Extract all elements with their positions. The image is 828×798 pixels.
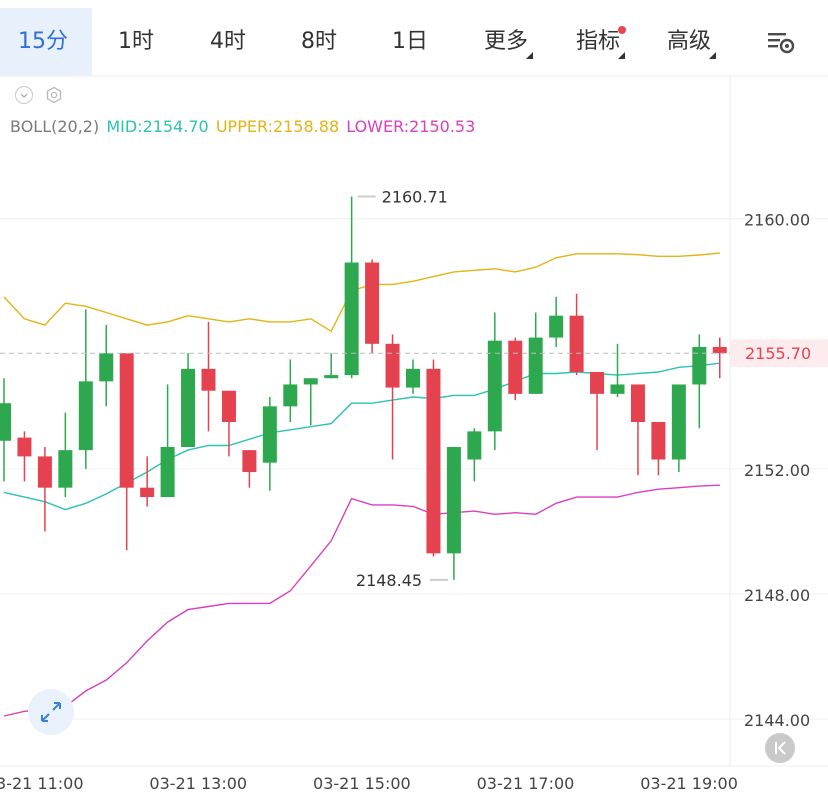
tab-0[interactable]: 15分 xyxy=(0,8,92,76)
skip-to-end-icon xyxy=(775,741,786,755)
chart-settings-icon[interactable] xyxy=(766,22,796,62)
tab-7[interactable]: 高级 xyxy=(641,8,731,76)
candle-up xyxy=(0,403,11,441)
y-tick-label: 2148.00 xyxy=(744,586,810,605)
boll-upper-line xyxy=(3,252,720,333)
scroll-to-latest-button[interactable] xyxy=(765,733,795,763)
candle-up xyxy=(406,368,420,388)
candle-up xyxy=(487,340,502,432)
candle-up xyxy=(303,378,318,385)
candle-down xyxy=(508,340,523,394)
dropdown-caret-icon xyxy=(618,52,625,59)
tab-label: 更多 xyxy=(484,29,529,54)
expand-arrows-icon xyxy=(41,702,61,722)
candle-down xyxy=(17,437,32,457)
tab-5[interactable]: 更多 xyxy=(458,8,550,76)
candle-up xyxy=(528,337,543,394)
x-tick-label: 03-21 11:00 xyxy=(0,774,84,793)
candle-up xyxy=(181,368,196,448)
candle-down xyxy=(221,390,236,422)
x-tick-label: 03-21 17:00 xyxy=(477,774,575,793)
candle-up xyxy=(446,447,461,554)
tab-label: 8时 xyxy=(301,29,337,54)
candle-up xyxy=(467,431,482,460)
candle-up xyxy=(262,406,277,463)
candle-down xyxy=(385,343,400,388)
tab-label: 1日 xyxy=(392,29,428,54)
candle-up xyxy=(99,353,114,382)
tab-label: 高级 xyxy=(667,29,712,54)
candle-down xyxy=(37,456,52,488)
tab-4[interactable]: 1日 xyxy=(366,8,458,76)
tab-2[interactable]: 4时 xyxy=(184,8,275,76)
max-price-label: 2160.71 xyxy=(382,188,448,207)
candle-down xyxy=(119,353,134,488)
y-tick-label: 2152.00 xyxy=(744,461,810,480)
candle-down xyxy=(365,262,380,344)
tab-6[interactable]: 指标 xyxy=(550,8,641,76)
candle-down xyxy=(242,450,257,473)
x-tick-label: 03-21 13:00 xyxy=(149,774,247,793)
candle-up xyxy=(549,315,564,338)
candle-down xyxy=(569,315,584,372)
candle-up xyxy=(692,346,707,385)
candle-up xyxy=(283,384,298,407)
dropdown-caret-icon xyxy=(709,52,716,59)
min-price-label: 2148.45 xyxy=(356,571,422,590)
candle-down xyxy=(630,384,645,422)
current-price-label: 2155.70 xyxy=(745,344,811,363)
boll-lower-line xyxy=(3,484,720,717)
candle-up xyxy=(344,262,359,376)
x-tick-label: 03-21 15:00 xyxy=(313,774,411,793)
candle-up xyxy=(324,375,339,379)
tab-3[interactable]: 8时 xyxy=(275,8,366,76)
boll-mid-value: MID:2154.70 xyxy=(106,117,209,136)
expand-chart-button[interactable] xyxy=(28,689,74,735)
candle-down xyxy=(201,368,216,391)
y-tick-label: 2144.00 xyxy=(744,711,810,730)
candle-up xyxy=(160,447,175,498)
y-tick-label: 2160.00 xyxy=(744,211,810,230)
dropdown-caret-icon xyxy=(526,52,533,59)
candle-down xyxy=(712,346,727,354)
collapse-indicator-icon[interactable] xyxy=(15,86,33,104)
tab-label: 4时 xyxy=(210,29,246,54)
notification-dot-icon xyxy=(618,26,626,34)
candle-up xyxy=(58,450,73,488)
boll-upper-value: UPPER:2158.88 xyxy=(215,117,340,136)
candle-up xyxy=(78,381,93,451)
candle-down xyxy=(590,371,605,394)
tab-label: 1时 xyxy=(118,29,154,54)
tab-1[interactable]: 1时 xyxy=(92,8,184,76)
candle-down xyxy=(426,368,441,554)
candle-up xyxy=(671,384,686,460)
boll-lower-value: LOWER:2150.53 xyxy=(346,117,476,136)
current-price-tag xyxy=(730,339,828,368)
indicator-settings-icon[interactable] xyxy=(45,86,63,104)
tab-label: 15分 xyxy=(18,29,68,54)
boll-name: BOLL(20,2) xyxy=(10,117,100,136)
tab-label: 指标 xyxy=(576,29,621,54)
x-tick-label: 03-21 19:00 xyxy=(640,774,738,793)
candle-up xyxy=(610,384,625,394)
boll-legend: BOLL(20,2) MID:2154.70 UPPER:2158.88 LOW… xyxy=(10,117,477,136)
candle-down xyxy=(140,487,155,498)
timeframe-tabbar: 15分 1时 4时 8时 1日 更多 指标 高级 xyxy=(0,8,828,76)
candle-down xyxy=(651,422,666,460)
